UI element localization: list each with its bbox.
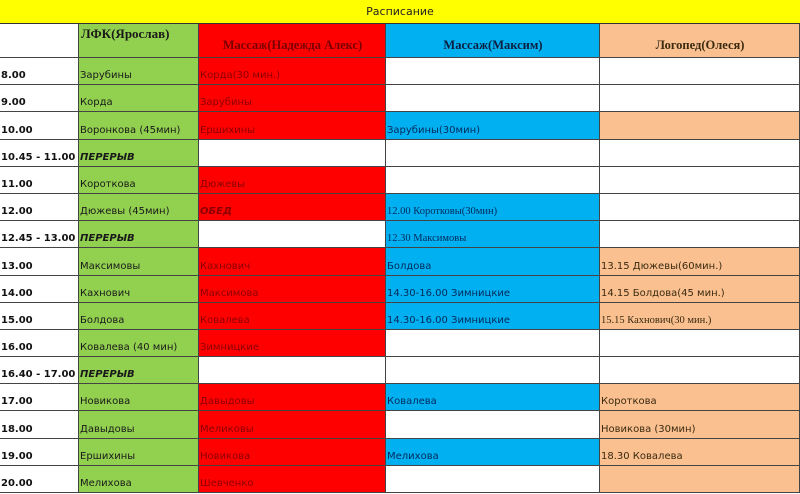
schedule-cell[interactable]: Ковалева bbox=[386, 384, 600, 412]
schedule-cell[interactable] bbox=[600, 329, 800, 358]
time-cell[interactable]: 12.00 bbox=[0, 193, 79, 222]
schedule-cell[interactable]: Дюжевы (45мин) bbox=[79, 193, 199, 222]
schedule-cell[interactable]: Зарубины bbox=[79, 58, 199, 86]
schedule-cell[interactable]: Ковалева bbox=[199, 302, 386, 330]
column-header[interactable]: Массаж(Надежда Алекс) bbox=[199, 24, 386, 58]
schedule-cell[interactable]: 14.30-16.00 Зимницкие bbox=[386, 275, 600, 303]
schedule-cell[interactable]: 14.30-16.00 Зимницкие bbox=[386, 302, 600, 330]
schedule-cell[interactable] bbox=[386, 166, 600, 194]
schedule-cell[interactable]: 12.30 Максимовы bbox=[386, 221, 600, 249]
time-cell[interactable]: 8.00 bbox=[0, 58, 79, 86]
schedule-cell[interactable]: 15.15 Кахнович(30 мин.) bbox=[600, 302, 800, 330]
schedule-cell[interactable]: Максимовы bbox=[79, 248, 199, 276]
schedule-cell[interactable]: Зимницкие bbox=[199, 329, 386, 358]
schedule-cell[interactable]: Давыдовы bbox=[199, 384, 386, 412]
time-cell[interactable]: 17.00 bbox=[0, 384, 79, 412]
schedule-cell[interactable]: Ковалева (40 мин) bbox=[79, 329, 199, 358]
schedule-grid: ЛФК(Ярослав) Массаж(Надежда Алекс) Массаж(… bbox=[0, 24, 800, 493]
schedule-cell[interactable]: Короткова bbox=[600, 384, 800, 412]
schedule-cell[interactable]: Новикова bbox=[79, 384, 199, 412]
schedule-cell[interactable] bbox=[386, 139, 600, 167]
schedule-cell[interactable] bbox=[199, 139, 386, 167]
schedule-cell[interactable]: Новикова bbox=[199, 438, 386, 466]
schedule-cell[interactable] bbox=[386, 357, 600, 385]
schedule-cell[interactable]: Новикова (30мин) bbox=[600, 411, 800, 439]
time-cell[interactable]: 13.00 bbox=[0, 248, 79, 276]
schedule-cell[interactable]: Болдова bbox=[386, 248, 600, 276]
time-cell[interactable]: 19.00 bbox=[0, 438, 79, 466]
schedule-cell[interactable]: Шевченко bbox=[199, 465, 386, 493]
time-cell[interactable]: 18.00 bbox=[0, 411, 79, 439]
schedule-cell[interactable] bbox=[600, 139, 800, 167]
schedule-cell[interactable] bbox=[600, 112, 800, 140]
schedule-cell[interactable]: Корда bbox=[79, 85, 199, 113]
schedule-cell[interactable]: 12.00 Коротковы(30мин) bbox=[386, 193, 600, 222]
time-cell[interactable]: 10.00 bbox=[0, 112, 79, 140]
schedule-cell[interactable]: Максимова bbox=[199, 275, 386, 303]
schedule-cell[interactable] bbox=[386, 465, 600, 493]
schedule-cell[interactable]: Воронкова (45мин) bbox=[79, 112, 199, 140]
schedule-cell[interactable]: Короткова bbox=[79, 166, 199, 194]
schedule-cell[interactable]: Корда(30 мин.) bbox=[199, 58, 386, 86]
schedule-cell[interactable]: Мелихова bbox=[386, 438, 600, 466]
schedule-cell[interactable]: ОБЕД bbox=[199, 193, 386, 222]
schedule-cell[interactable]: Кахнович bbox=[79, 275, 199, 303]
schedule-cell[interactable]: ПЕРЕРЫВ bbox=[79, 221, 199, 249]
schedule-cell[interactable]: Мелихова bbox=[79, 465, 199, 493]
schedule-cell[interactable] bbox=[600, 166, 800, 194]
schedule-cell[interactable]: Давыдовы bbox=[79, 411, 199, 439]
schedule-cell[interactable] bbox=[386, 85, 600, 113]
schedule-cell[interactable] bbox=[600, 221, 800, 249]
schedule-cell[interactable] bbox=[600, 85, 800, 113]
schedule-cell[interactable]: Кахнович bbox=[199, 248, 386, 276]
schedule-cell[interactable]: Зарубины(30мин) bbox=[386, 112, 600, 140]
time-cell[interactable]: 9.00 bbox=[0, 85, 79, 113]
schedule-cell[interactable] bbox=[386, 411, 600, 439]
time-cell[interactable]: 20.00 bbox=[0, 465, 79, 493]
time-cell[interactable]: 16.40 - 17.00 bbox=[0, 357, 79, 385]
time-cell[interactable]: 12.45 - 13.00 bbox=[0, 221, 79, 249]
time-cell[interactable]: 11.00 bbox=[0, 166, 79, 194]
time-cell[interactable]: 16.00 bbox=[0, 329, 79, 358]
schedule-cell[interactable] bbox=[199, 221, 386, 249]
sheet-title: Расписание bbox=[0, 0, 800, 24]
column-header[interactable]: Массаж(Максим) bbox=[386, 24, 600, 58]
schedule-cell[interactable]: 13.15 Дюжевы(60мин.) bbox=[600, 248, 800, 276]
schedule-cell[interactable]: 18.30 Ковалева bbox=[600, 438, 800, 466]
column-header[interactable]: ЛФК(Ярослав) bbox=[79, 24, 199, 58]
time-cell[interactable]: 15.00 bbox=[0, 302, 79, 330]
schedule-cell[interactable]: Зарубины bbox=[199, 85, 386, 113]
schedule-cell[interactable]: Дюжевы bbox=[199, 166, 386, 194]
schedule-cell[interactable]: ПЕРЕРЫВ bbox=[79, 357, 199, 385]
schedule-cell[interactable]: Ершихины bbox=[199, 112, 386, 140]
time-cell[interactable]: 10.45 - 11.00 bbox=[0, 139, 79, 167]
schedule-cell[interactable] bbox=[386, 58, 600, 86]
schedule-cell[interactable]: Меликовы bbox=[199, 411, 386, 439]
schedule-cell[interactable]: Болдова bbox=[79, 302, 199, 330]
schedule-cell[interactable]: 14.15 Болдова(45 мин.) bbox=[600, 275, 800, 303]
schedule-cell[interactable]: Ершихины bbox=[79, 438, 199, 466]
header-corner[interactable] bbox=[0, 24, 79, 58]
schedule-cell[interactable] bbox=[600, 465, 800, 493]
column-header[interactable]: Логопед(Олеся) bbox=[600, 24, 800, 58]
schedule-cell[interactable] bbox=[600, 193, 800, 222]
schedule-cell[interactable]: ПЕРЕРЫВ bbox=[79, 139, 199, 167]
schedule-cell[interactable] bbox=[199, 357, 386, 385]
schedule-cell[interactable] bbox=[386, 329, 600, 358]
time-cell[interactable]: 14.00 bbox=[0, 275, 79, 303]
schedule-cell[interactable] bbox=[600, 58, 800, 86]
schedule-cell[interactable] bbox=[600, 357, 800, 385]
